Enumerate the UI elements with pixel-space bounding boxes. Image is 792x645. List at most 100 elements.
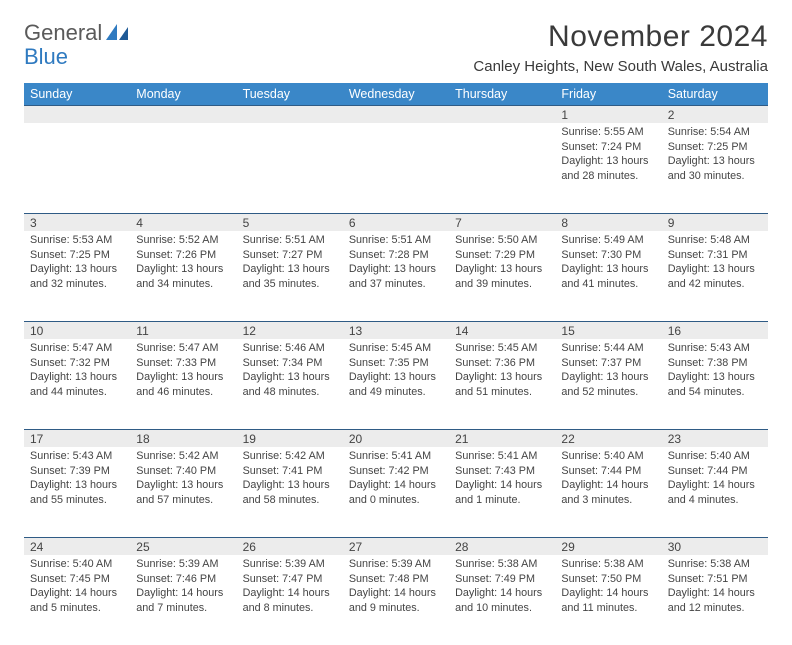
sunset-line: Sunset: 7:31 PM <box>668 248 762 263</box>
sunset-line: Sunset: 7:40 PM <box>136 464 230 479</box>
sunset-line: Sunset: 7:38 PM <box>668 356 762 371</box>
day-number: 15 <box>555 321 661 339</box>
sunset-line: Sunset: 7:48 PM <box>349 572 443 587</box>
daylight-line: Daylight: 13 hours and 51 minutes. <box>455 370 549 399</box>
daylight-line: Daylight: 14 hours and 4 minutes. <box>668 478 762 507</box>
sunrise-line: Sunrise: 5:51 AM <box>243 233 337 248</box>
sunset-line: Sunset: 7:49 PM <box>455 572 549 587</box>
sunrise-line: Sunrise: 5:48 AM <box>668 233 762 248</box>
sunset-line: Sunset: 7:27 PM <box>243 248 337 263</box>
sunset-line: Sunset: 7:51 PM <box>668 572 762 587</box>
daylight-line: Daylight: 13 hours and 52 minutes. <box>561 370 655 399</box>
sunrise-line: Sunrise: 5:41 AM <box>349 449 443 464</box>
day-number: 26 <box>237 537 343 555</box>
day-cell: Sunrise: 5:48 AMSunset: 7:31 PMDaylight:… <box>662 231 768 301</box>
daylight-line: Daylight: 14 hours and 1 minute. <box>455 478 549 507</box>
daylight-line: Daylight: 13 hours and 42 minutes. <box>668 262 762 291</box>
day-cell: Sunrise: 5:38 AMSunset: 7:50 PMDaylight:… <box>555 555 661 625</box>
day-cell: Sunrise: 5:40 AMSunset: 7:44 PMDaylight:… <box>555 447 661 517</box>
weekday-header: Wednesday <box>343 83 449 105</box>
day-cell: Sunrise: 5:46 AMSunset: 7:34 PMDaylight:… <box>237 339 343 409</box>
daylight-line: Daylight: 13 hours and 28 minutes. <box>561 154 655 183</box>
sunrise-line: Sunrise: 5:40 AM <box>668 449 762 464</box>
day-cell: Sunrise: 5:51 AMSunset: 7:27 PMDaylight:… <box>237 231 343 301</box>
daylight-line: Daylight: 14 hours and 7 minutes. <box>136 586 230 615</box>
sunset-line: Sunset: 7:50 PM <box>561 572 655 587</box>
sunset-line: Sunset: 7:45 PM <box>30 572 124 587</box>
month-title: November 2024 <box>473 20 768 54</box>
sunset-line: Sunset: 7:41 PM <box>243 464 337 479</box>
day-cell <box>343 123 449 193</box>
daylight-line: Daylight: 13 hours and 32 minutes. <box>30 262 124 291</box>
day-cell: Sunrise: 5:39 AMSunset: 7:46 PMDaylight:… <box>130 555 236 625</box>
day-number: 7 <box>449 213 555 231</box>
day-number: 30 <box>662 537 768 555</box>
daylight-line: Daylight: 13 hours and 39 minutes. <box>455 262 549 291</box>
day-number: 20 <box>343 429 449 447</box>
daylight-line: Daylight: 13 hours and 57 minutes. <box>136 478 230 507</box>
daylight-line: Daylight: 14 hours and 3 minutes. <box>561 478 655 507</box>
sunset-line: Sunset: 7:47 PM <box>243 572 337 587</box>
daylight-line: Daylight: 14 hours and 9 minutes. <box>349 586 443 615</box>
daylight-line: Daylight: 14 hours and 8 minutes. <box>243 586 337 615</box>
sunset-line: Sunset: 7:46 PM <box>136 572 230 587</box>
sunrise-line: Sunrise: 5:41 AM <box>455 449 549 464</box>
sunrise-line: Sunrise: 5:46 AM <box>243 341 337 356</box>
day-cell: Sunrise: 5:41 AMSunset: 7:42 PMDaylight:… <box>343 447 449 517</box>
sunset-line: Sunset: 7:30 PM <box>561 248 655 263</box>
sunset-line: Sunset: 7:33 PM <box>136 356 230 371</box>
day-number: 1 <box>555 105 661 123</box>
sunset-line: Sunset: 7:24 PM <box>561 140 655 155</box>
sunrise-line: Sunrise: 5:49 AM <box>561 233 655 248</box>
day-number: 11 <box>130 321 236 339</box>
day-number: 16 <box>662 321 768 339</box>
weekday-header: Tuesday <box>237 83 343 105</box>
sunrise-line: Sunrise: 5:55 AM <box>561 125 655 140</box>
day-number: 5 <box>237 213 343 231</box>
day-number: 19 <box>237 429 343 447</box>
day-cell: Sunrise: 5:42 AMSunset: 7:41 PMDaylight:… <box>237 447 343 517</box>
sunrise-line: Sunrise: 5:40 AM <box>561 449 655 464</box>
sunrise-line: Sunrise: 5:47 AM <box>30 341 124 356</box>
day-cell: Sunrise: 5:41 AMSunset: 7:43 PMDaylight:… <box>449 447 555 517</box>
day-number <box>449 105 555 123</box>
header: General November 2024 Canley Heights, Ne… <box>24 20 768 75</box>
weekday-header: Monday <box>130 83 236 105</box>
sunset-line: Sunset: 7:36 PM <box>455 356 549 371</box>
sunrise-line: Sunrise: 5:43 AM <box>668 341 762 356</box>
day-cell: Sunrise: 5:47 AMSunset: 7:32 PMDaylight:… <box>24 339 130 409</box>
day-number <box>343 105 449 123</box>
daylight-line: Daylight: 13 hours and 41 minutes. <box>561 262 655 291</box>
day-cell: Sunrise: 5:55 AMSunset: 7:24 PMDaylight:… <box>555 123 661 193</box>
day-number: 10 <box>24 321 130 339</box>
title-block: November 2024 Canley Heights, New South … <box>473 20 768 75</box>
logo: General <box>24 20 130 46</box>
day-number: 13 <box>343 321 449 339</box>
sunrise-line: Sunrise: 5:45 AM <box>349 341 443 356</box>
day-number: 4 <box>130 213 236 231</box>
day-cell: Sunrise: 5:39 AMSunset: 7:47 PMDaylight:… <box>237 555 343 625</box>
daylight-line: Daylight: 14 hours and 0 minutes. <box>349 478 443 507</box>
day-number: 25 <box>130 537 236 555</box>
day-number: 22 <box>555 429 661 447</box>
sunrise-line: Sunrise: 5:42 AM <box>136 449 230 464</box>
sunrise-line: Sunrise: 5:40 AM <box>30 557 124 572</box>
daylight-line: Daylight: 13 hours and 30 minutes. <box>668 154 762 183</box>
day-cell <box>24 123 130 193</box>
day-number: 29 <box>555 537 661 555</box>
sunrise-line: Sunrise: 5:51 AM <box>349 233 443 248</box>
day-cell: Sunrise: 5:53 AMSunset: 7:25 PMDaylight:… <box>24 231 130 301</box>
day-number: 21 <box>449 429 555 447</box>
weekday-header: Thursday <box>449 83 555 105</box>
day-cell: Sunrise: 5:39 AMSunset: 7:48 PMDaylight:… <box>343 555 449 625</box>
day-number: 28 <box>449 537 555 555</box>
day-cell: Sunrise: 5:44 AMSunset: 7:37 PMDaylight:… <box>555 339 661 409</box>
weekday-header: Saturday <box>662 83 768 105</box>
day-cell: Sunrise: 5:45 AMSunset: 7:36 PMDaylight:… <box>449 339 555 409</box>
sunset-line: Sunset: 7:43 PM <box>455 464 549 479</box>
day-number: 3 <box>24 213 130 231</box>
day-cell: Sunrise: 5:52 AMSunset: 7:26 PMDaylight:… <box>130 231 236 301</box>
sunrise-line: Sunrise: 5:45 AM <box>455 341 549 356</box>
day-cell: Sunrise: 5:42 AMSunset: 7:40 PMDaylight:… <box>130 447 236 517</box>
day-number <box>237 105 343 123</box>
